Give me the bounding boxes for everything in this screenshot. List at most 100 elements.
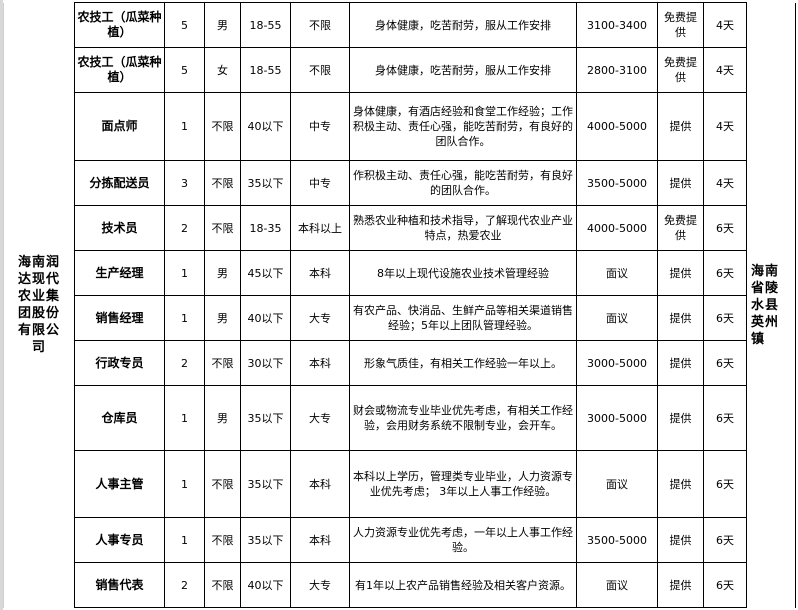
position-cell: 人事专员 <box>74 517 165 563</box>
requirements-cell: 8年以上现代设施农业技术管理经验 <box>349 250 577 296</box>
gender-cell: 女 <box>204 47 241 93</box>
table-row: 海南润达现代农业集团股份有限公司 农技工（瓜菜种植） 5 男 18-55 不限 身体健康，吃… <box>3 2 796 608</box>
age-cell: 18-55 <box>240 47 291 93</box>
table-row: 人事主管 1 不限 35以下 本科 本科以上学历，管理类专业毕业，人力资源专业优先考虑； … <box>4 450 796 518</box>
count-cell: 3 <box>164 160 205 206</box>
accommodation-cell: 提供 <box>657 160 704 206</box>
count-cell: 1 <box>164 450 205 518</box>
count-cell: 2 <box>164 562 205 608</box>
table-row: 销售经理 1 男 40以下 大专 有农产品、快消品、生鲜产品等相关渠道销售经验；5年以上团… <box>4 295 796 341</box>
rest-days-cell: 6天 <box>703 450 747 518</box>
table-row: 农技工（瓜菜种植） 5 女 18-55 不限 身体健康，吃苦耐劳，服从工作安排 2800-3… <box>4 47 796 93</box>
work-location-cell: 海南省陵水县英州镇 <box>746 2 796 608</box>
job-table: 海南润达现代农业集团股份有限公司 农技工（瓜菜种植） 5 男 18-55 不限 身体健康，吃… <box>3 2 796 608</box>
count-cell: 1 <box>164 517 205 563</box>
requirements-cell: 熟悉农业种植和技术指导，了解现代农业产业特点，热爱农业 <box>349 205 577 251</box>
rest-days-cell: 6天 <box>703 250 747 296</box>
age-cell: 45以下 <box>240 250 291 296</box>
position-cell: 行政专员 <box>74 340 165 386</box>
gender-cell: 不限 <box>204 205 241 251</box>
position-cell: 人事主管 <box>74 450 165 518</box>
salary-cell: 3000-5000 <box>576 385 658 451</box>
count-cell: 5 <box>164 47 205 93</box>
education-cell: 本科 <box>290 517 350 563</box>
position-cell: 农技工（瓜菜种植） <box>74 2 165 48</box>
accommodation-cell: 提供 <box>657 295 704 341</box>
table-row: 面点师 1 不限 40以下 中专 身体健康，有酒店经验和食堂工作经验；工作积极主动、责任心… <box>4 92 796 161</box>
count-cell: 5 <box>164 2 205 48</box>
salary-cell: 3500-5000 <box>576 160 658 206</box>
age-cell: 40以下 <box>240 562 291 608</box>
salary-cell: 面议 <box>576 562 658 608</box>
table-row: 分拣配送员 3 不限 35以下 中专 作积极主动、责任心强，能吃苦耐劳，有良好的团队合作。… <box>4 160 796 206</box>
education-cell: 中专 <box>290 92 350 161</box>
requirements-cell: 有1年以上农产品销售经验及相关客户资源。 <box>349 562 577 608</box>
requirements-cell: 本科以上学历，管理类专业毕业，人力资源专业优先考虑； 3年以上人事工作经验。 <box>349 450 577 518</box>
position-cell: 生产经理 <box>74 250 165 296</box>
position-cell: 技术员 <box>74 205 165 251</box>
accommodation-cell: 免费提供 <box>657 47 704 93</box>
position-cell: 仓库员 <box>74 385 165 451</box>
position-cell: 销售经理 <box>74 295 165 341</box>
count-cell: 1 <box>164 250 205 296</box>
requirements-cell: 形象气质佳，有相关工作经验一年以上。 <box>349 340 577 386</box>
education-cell: 不限 <box>290 2 350 48</box>
salary-cell: 3000-5000 <box>576 340 658 386</box>
age-cell: 18-55 <box>240 2 291 48</box>
age-cell: 30以下 <box>240 340 291 386</box>
rest-days-cell: 6天 <box>703 562 747 608</box>
table-row: 生产经理 1 男 45以下 本科 8年以上现代设施农业技术管理经验 面议 提供 6天 <box>4 250 796 296</box>
position-cell: 农技工（瓜菜种植） <box>74 47 165 93</box>
accommodation-cell: 提供 <box>657 517 704 563</box>
age-cell: 35以下 <box>240 450 291 518</box>
count-cell: 1 <box>164 92 205 161</box>
requirements-cell: 作积极主动、责任心强，能吃苦耐劳，有良好的团队合作。 <box>349 160 577 206</box>
accommodation-cell: 提供 <box>657 92 704 161</box>
education-cell: 本科 <box>290 250 350 296</box>
accommodation-cell: 提供 <box>657 250 704 296</box>
education-cell: 大专 <box>290 385 350 451</box>
count-cell: 2 <box>164 205 205 251</box>
company-name-cell: 海南润达现代农业集团股份有限公司 <box>3 2 75 608</box>
salary-cell: 面议 <box>576 295 658 341</box>
gender-cell: 不限 <box>204 340 241 386</box>
accommodation-cell: 免费提供 <box>657 205 704 251</box>
count-cell: 1 <box>164 295 205 341</box>
position-cell: 分拣配送员 <box>74 160 165 206</box>
gender-cell: 男 <box>204 250 241 296</box>
gender-cell: 不限 <box>204 450 241 518</box>
gender-cell: 男 <box>204 385 241 451</box>
education-cell: 本科 <box>290 340 350 386</box>
requirements-cell: 身体健康，吃苦耐劳，服从工作安排 <box>349 2 577 48</box>
accommodation-cell: 提供 <box>657 340 704 386</box>
table-row: 仓库员 1 男 35以下 大专 财会或物流专业毕业优先考虑，有相关工作经验，会用财务系统不… <box>4 385 796 451</box>
gender-cell: 男 <box>204 2 241 48</box>
accommodation-cell: 提供 <box>657 450 704 518</box>
rest-days-cell: 6天 <box>703 295 747 341</box>
accommodation-cell: 免费提供 <box>657 2 704 48</box>
salary-cell: 3500-5000 <box>576 517 658 563</box>
rest-days-cell: 6天 <box>703 385 747 451</box>
count-cell: 1 <box>164 385 205 451</box>
table-row: 人事专员 1 不限 35以下 本科 人力资源专业优先考虑，一年以上人事工作经验。 3500-… <box>4 517 796 563</box>
requirements-cell: 身体健康，吃苦耐劳，服从工作安排 <box>349 47 577 93</box>
position-cell: 销售代表 <box>74 562 165 608</box>
accommodation-cell: 提供 <box>657 562 704 608</box>
gender-cell: 不限 <box>204 517 241 563</box>
education-cell: 不限 <box>290 47 350 93</box>
rest-days-cell: 4天 <box>703 47 747 93</box>
row-header-gutter <box>0 0 3 610</box>
age-cell: 18-35 <box>240 205 291 251</box>
gender-cell: 不限 <box>204 160 241 206</box>
education-cell: 大专 <box>290 295 350 341</box>
table-row: 销售代表 2 不限 40以下 大专 有1年以上农产品销售经验及相关客户资源。 面议 提供 6天 <box>4 562 796 608</box>
accommodation-cell: 提供 <box>657 385 704 451</box>
age-cell: 35以下 <box>240 517 291 563</box>
education-cell: 中专 <box>290 160 350 206</box>
table-row: 技术员 2 不限 18-35 本科以上 熟悉农业种植和技术指导，了解现代农业产业特点，热爱… <box>4 205 796 251</box>
salary-cell: 4000-5000 <box>576 92 658 161</box>
count-cell: 2 <box>164 340 205 386</box>
education-cell: 大专 <box>290 562 350 608</box>
table-row: 行政专员 2 不限 30以下 本科 形象气质佳，有相关工作经验一年以上。 3000-5000… <box>4 340 796 386</box>
age-cell: 35以下 <box>240 385 291 451</box>
